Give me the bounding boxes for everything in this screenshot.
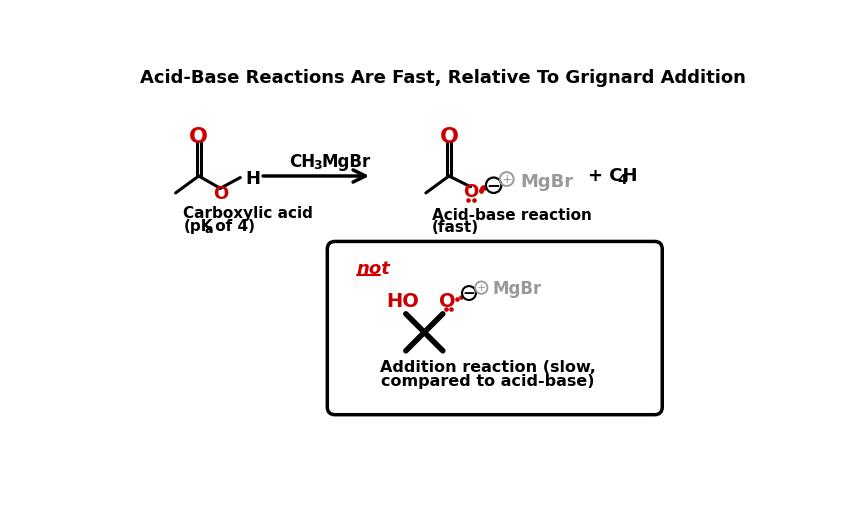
Text: O: O xyxy=(439,292,455,311)
Text: CH: CH xyxy=(289,153,315,171)
Text: a: a xyxy=(205,222,213,235)
Text: +: + xyxy=(501,173,512,185)
Text: MgBr: MgBr xyxy=(322,153,372,171)
Text: 3: 3 xyxy=(314,159,322,172)
Text: Acid-base reaction: Acid-base reaction xyxy=(432,208,592,223)
Text: Acid-Base Reactions Are Fast, Relative To Grignard Addition: Acid-Base Reactions Are Fast, Relative T… xyxy=(140,69,746,86)
Text: O: O xyxy=(463,183,478,201)
Text: Addition reaction (slow,: Addition reaction (slow, xyxy=(379,360,595,375)
Text: O: O xyxy=(189,127,208,146)
Text: MgBr: MgBr xyxy=(521,172,574,190)
Text: compared to acid-base): compared to acid-base) xyxy=(381,373,594,388)
Text: (fast): (fast) xyxy=(432,220,480,235)
Text: O: O xyxy=(440,127,459,146)
Text: O: O xyxy=(213,184,228,203)
Text: MgBr: MgBr xyxy=(492,280,542,298)
Text: Carboxylic acid: Carboxylic acid xyxy=(183,206,313,221)
FancyBboxPatch shape xyxy=(327,242,662,415)
Text: not: not xyxy=(357,260,391,278)
Text: −: − xyxy=(462,285,475,300)
Text: (pK: (pK xyxy=(183,218,213,233)
Text: H: H xyxy=(245,169,260,187)
Text: HO: HO xyxy=(386,292,419,311)
Text: of 4): of 4) xyxy=(210,218,255,233)
Text: 4: 4 xyxy=(618,173,627,187)
Text: −: − xyxy=(486,176,500,194)
Text: +: + xyxy=(477,282,486,292)
Text: + CH: + CH xyxy=(588,167,637,185)
